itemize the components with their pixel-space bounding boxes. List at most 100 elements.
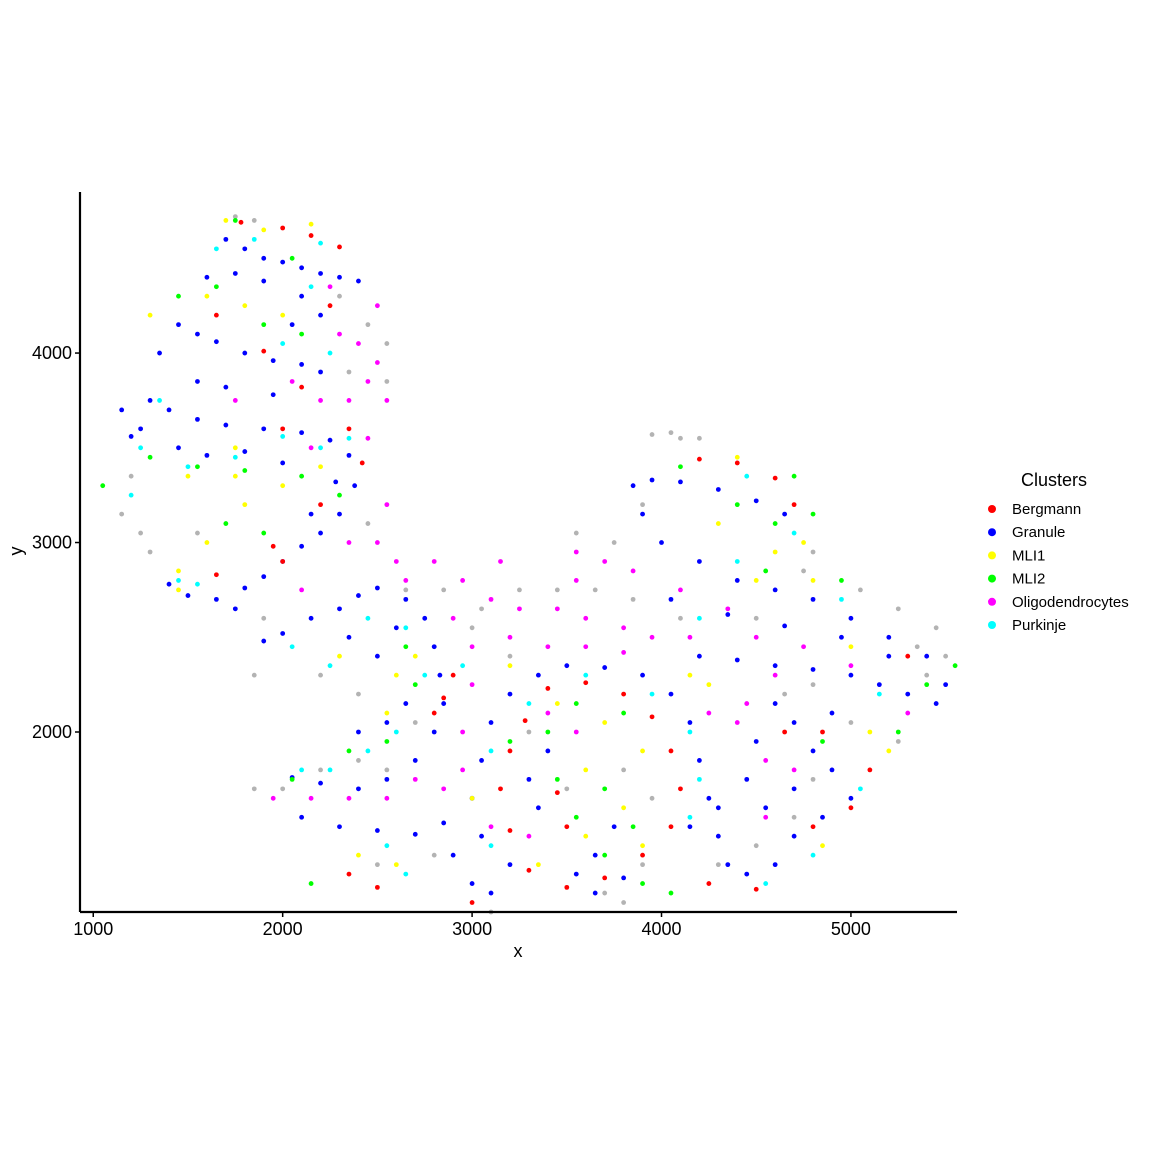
data-point xyxy=(753,578,759,583)
data-point xyxy=(649,795,655,801)
data-point xyxy=(270,358,276,364)
data-point xyxy=(460,663,466,669)
x-axis-title: x xyxy=(514,941,523,961)
data-point xyxy=(848,672,854,678)
data-point xyxy=(895,729,901,735)
data-point xyxy=(280,341,286,346)
data-point xyxy=(232,445,238,451)
data-point xyxy=(346,634,352,640)
data-point xyxy=(441,695,447,701)
data-point xyxy=(810,682,816,688)
data-point xyxy=(763,881,769,886)
data-point xyxy=(232,606,238,612)
data-point xyxy=(384,739,390,744)
data-point xyxy=(791,473,797,479)
data-point xyxy=(204,540,210,545)
data-point xyxy=(734,502,740,508)
legend-entries: Bergmann Granule MLI1 MLI2 Oligodendrocytes P… xyxy=(988,501,1129,634)
data-point xyxy=(649,477,655,483)
data-point xyxy=(356,852,361,858)
data-point xyxy=(867,767,873,773)
data-point xyxy=(706,795,712,801)
data-point xyxy=(261,574,267,580)
data-point xyxy=(308,445,314,451)
data-point xyxy=(299,430,305,436)
data-point xyxy=(810,578,816,583)
data-point xyxy=(668,596,674,602)
data-point xyxy=(820,729,825,735)
data-point xyxy=(412,720,418,725)
data-point xyxy=(195,379,200,384)
data-point xyxy=(640,502,645,508)
data-point xyxy=(431,729,437,735)
data-point xyxy=(299,587,305,593)
x-axis-ticks: 1000 2000 3000 4000 5000 xyxy=(73,912,871,939)
data-point xyxy=(895,606,901,612)
data-point xyxy=(384,398,390,403)
data-point xyxy=(687,814,693,820)
data-point xyxy=(554,587,560,593)
data-point xyxy=(261,426,267,432)
data-point xyxy=(138,530,144,536)
data-point xyxy=(564,884,570,890)
data-point xyxy=(706,682,712,688)
data-point xyxy=(346,426,352,432)
data-point xyxy=(876,682,882,688)
data-point xyxy=(791,833,797,839)
data-point xyxy=(668,824,674,830)
data-point xyxy=(431,559,437,564)
data-point xyxy=(573,578,579,583)
data-point xyxy=(772,475,778,481)
data-point xyxy=(554,790,560,796)
data-point xyxy=(384,767,390,773)
data-point xyxy=(867,729,873,735)
data-point xyxy=(526,833,532,839)
data-point xyxy=(223,521,229,526)
data-point xyxy=(195,416,200,422)
data-point xyxy=(176,587,181,593)
data-point xyxy=(782,729,788,735)
data-point xyxy=(356,758,361,763)
data-point xyxy=(791,767,797,773)
x-tick-label: 5000 xyxy=(831,919,871,939)
data-point xyxy=(810,549,816,555)
data-point xyxy=(213,339,219,345)
data-point xyxy=(583,680,589,686)
data-point xyxy=(479,758,484,763)
data-point xyxy=(128,492,134,498)
data-point xyxy=(318,530,323,536)
data-point xyxy=(261,530,267,536)
data-point xyxy=(801,540,806,545)
data-point xyxy=(640,748,645,754)
data-point xyxy=(772,701,778,706)
data-point xyxy=(696,559,702,564)
data-point xyxy=(299,384,305,390)
data-point xyxy=(213,312,219,318)
data-point xyxy=(687,672,693,678)
data-point xyxy=(782,691,788,697)
data-point xyxy=(668,430,674,436)
data-point xyxy=(119,407,125,413)
data-point xyxy=(602,875,608,881)
data-point xyxy=(450,672,456,678)
data-point xyxy=(318,767,323,773)
data-point xyxy=(337,492,342,498)
data-point xyxy=(763,758,769,763)
data-point xyxy=(393,559,399,564)
data-point xyxy=(649,691,655,697)
data-point xyxy=(280,259,286,265)
data-point xyxy=(261,278,267,284)
data-point xyxy=(725,612,731,617)
data-point xyxy=(147,312,153,318)
data-point xyxy=(450,852,456,858)
data-point xyxy=(327,303,333,309)
data-point xyxy=(318,398,323,403)
data-point xyxy=(242,468,248,473)
data-point xyxy=(573,530,579,536)
data-point xyxy=(479,833,484,839)
data-point xyxy=(308,284,314,290)
data-point xyxy=(327,350,333,356)
data-point xyxy=(318,780,323,786)
data-point xyxy=(649,432,655,437)
data-point xyxy=(782,511,788,517)
